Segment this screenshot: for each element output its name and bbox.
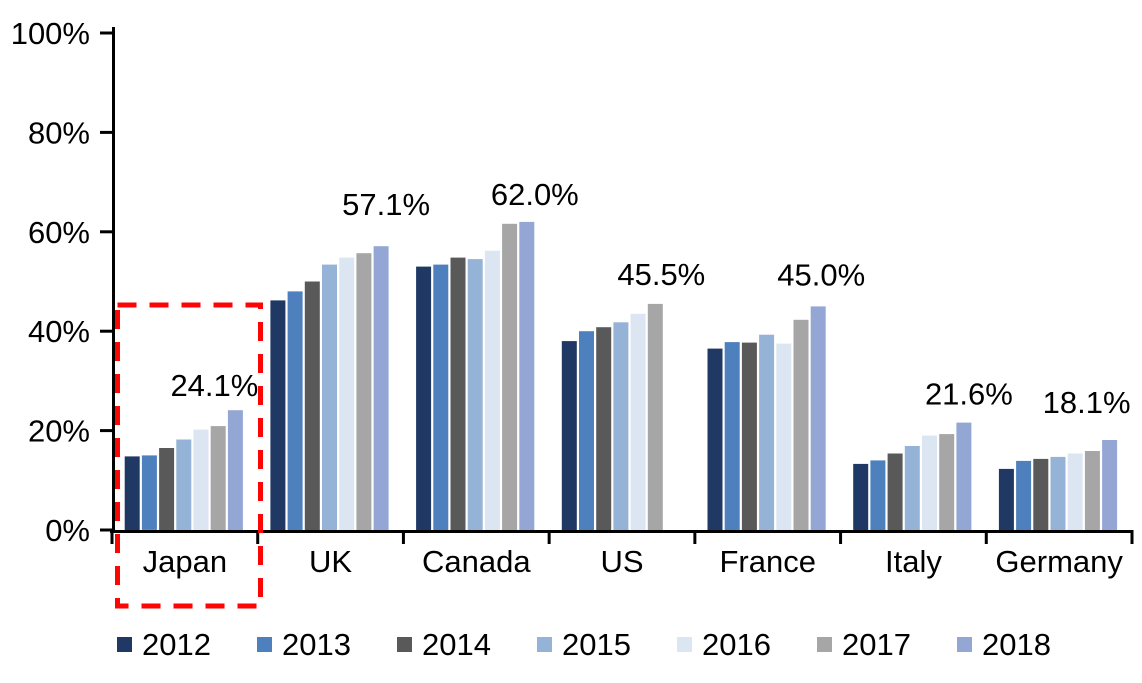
bar-germany-2016: [1067, 453, 1083, 530]
bar-italy-2016: [922, 435, 937, 530]
x-category-label-germany: Germany: [995, 544, 1123, 579]
data-label-france: 45.0%: [777, 257, 865, 292]
legend-label-2017: 2017: [842, 627, 911, 662]
legend-swatch-2012: [117, 637, 132, 652]
bar-japan-2012: [124, 456, 140, 530]
bar-us-2012: [561, 341, 577, 530]
bar-france-2012: [707, 348, 723, 530]
legend-label-2014: 2014: [422, 627, 491, 662]
bar-canada-2017: [502, 223, 518, 531]
bar-us-2017: [647, 303, 663, 530]
bar-germany-2014: [1033, 458, 1049, 530]
x-category-label-france: France: [719, 544, 815, 579]
legend-label-2012: 2012: [142, 627, 211, 662]
bar-italy-2015: [904, 446, 920, 530]
y-tick-label: 20%: [28, 414, 90, 449]
data-label-uk: 57.1%: [342, 187, 430, 222]
highlight-box-japan: [115, 302, 263, 609]
bar-japan-2017: [210, 426, 226, 530]
bar-italy-2017: [939, 434, 955, 530]
bar-uk-2014: [304, 281, 320, 530]
bar-france-2016: [776, 343, 792, 530]
bar-france-2018: [810, 306, 826, 530]
legend-swatch-2016: [677, 637, 692, 652]
bar-germany-2012: [998, 468, 1014, 530]
bar-france-2014: [741, 342, 757, 530]
legend-label-2016: 2016: [702, 627, 771, 662]
legend-swatch-2015: [537, 637, 552, 652]
data-label-us: 45.5%: [617, 257, 705, 292]
legend-swatch-2014: [397, 637, 412, 652]
bar-germany-2017: [1084, 451, 1100, 530]
bar-uk-2016: [339, 257, 355, 530]
bar-japan-2013: [141, 455, 157, 530]
y-tick-label: 60%: [28, 215, 90, 250]
bar-italy-2012: [853, 463, 869, 530]
y-tick-label: 80%: [28, 115, 90, 150]
bar-uk-2017: [356, 253, 372, 530]
data-label-japan: 24.1%: [170, 368, 258, 403]
bar-us-2015: [613, 322, 629, 530]
bar-canada-2012: [416, 266, 432, 530]
bar-canada-2015: [467, 259, 483, 530]
bar-uk-2018: [373, 246, 389, 530]
bar-germany-2013: [1016, 460, 1032, 530]
y-tick-label: 40%: [28, 314, 90, 349]
legend-label-2018: 2018: [982, 627, 1051, 662]
bar-canada-2013: [433, 264, 449, 530]
bar-germany-2018: [1102, 440, 1118, 530]
data-label-canada: 62.0%: [491, 177, 579, 212]
bar-italy-2014: [887, 453, 903, 530]
legend-swatch-2018: [957, 637, 972, 652]
data-label-italy: 21.6%: [925, 377, 1013, 412]
bar-canada-2016: [484, 250, 500, 530]
y-tick-label: 0%: [45, 513, 90, 548]
bar-japan-2018: [227, 410, 243, 530]
bar-uk-2013: [287, 291, 303, 530]
bar-france-2013: [724, 342, 740, 530]
bar-france-2017: [793, 319, 809, 530]
legend-swatch-2017: [817, 637, 832, 652]
bar-italy-2013: [870, 460, 886, 530]
bar-france-2015: [759, 334, 775, 530]
x-category-label-us: US: [600, 544, 643, 579]
x-category-label-uk: UK: [309, 544, 352, 579]
legend-swatch-2013: [257, 637, 272, 652]
x-category-label-japan: Japan: [143, 544, 227, 579]
bar-us-2014: [596, 327, 612, 530]
bar-italy-2018: [956, 422, 972, 530]
bar-uk-2015: [322, 264, 337, 530]
bar-japan-2014: [159, 448, 175, 530]
x-category-label-italy: Italy: [885, 544, 942, 579]
legend-label-2013: 2013: [282, 627, 351, 662]
bar-us-2013: [579, 331, 594, 530]
bar-japan-2015: [176, 439, 192, 530]
bar-uk-2012: [270, 300, 286, 530]
bar-germany-2015: [1050, 456, 1066, 530]
legend-label-2015: 2015: [562, 627, 631, 662]
data-label-germany: 18.1%: [1043, 385, 1131, 420]
y-tick-label: 100%: [11, 16, 90, 51]
bar-us-2016: [630, 313, 646, 530]
x-category-label-canada: Canada: [422, 544, 531, 579]
bar-canada-2018: [519, 221, 535, 530]
bar-canada-2014: [450, 257, 466, 530]
bar-japan-2016: [193, 429, 209, 530]
